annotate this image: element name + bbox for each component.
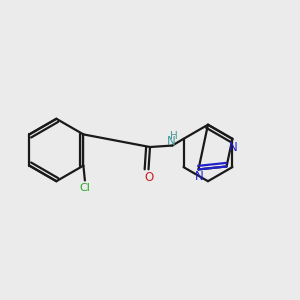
Text: O: O (144, 171, 153, 184)
Text: H: H (170, 131, 178, 141)
Text: N: N (167, 135, 176, 148)
Text: Cl: Cl (80, 183, 90, 193)
Text: N: N (229, 141, 238, 154)
Text: N: N (195, 170, 204, 183)
